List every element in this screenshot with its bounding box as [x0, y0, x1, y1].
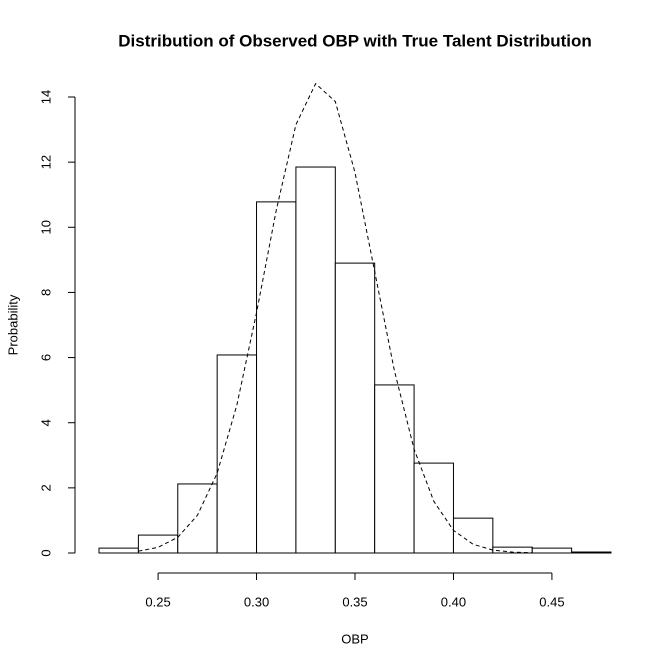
chart-title: Distribution of Observed OBP with True T…: [118, 31, 592, 50]
bar: [374, 384, 415, 554]
x-tick-label: 0.35: [342, 594, 367, 609]
bar: [531, 547, 573, 554]
bar: [98, 547, 139, 554]
x-tick-label: 0.40: [441, 594, 466, 609]
bar: [413, 462, 454, 554]
bar: [256, 201, 297, 554]
bar: [334, 262, 376, 554]
y-tick-label: 0: [38, 549, 53, 556]
y-axis-title: Probability: [5, 294, 20, 355]
y-tick-label: 6: [38, 354, 53, 361]
x-axis-title: OBP: [341, 631, 368, 646]
bar: [137, 534, 179, 554]
bar: [571, 551, 612, 554]
y-tick-label: 12: [38, 155, 53, 169]
y-tick-label: 4: [38, 419, 53, 426]
y-tick-label: 8: [38, 289, 53, 296]
x-tick-label: 0.25: [145, 594, 170, 609]
x-tick-label: 0.45: [539, 594, 564, 609]
bar: [177, 483, 218, 554]
density-curve: [138, 82, 533, 554]
bar: [452, 517, 494, 554]
bar: [295, 166, 336, 554]
y-tick-label: 2: [38, 484, 53, 491]
bar: [216, 354, 258, 554]
y-tick-label: 10: [38, 220, 53, 234]
y-tick-label: 14: [38, 90, 53, 104]
x-tick-label: 0.30: [244, 594, 269, 609]
